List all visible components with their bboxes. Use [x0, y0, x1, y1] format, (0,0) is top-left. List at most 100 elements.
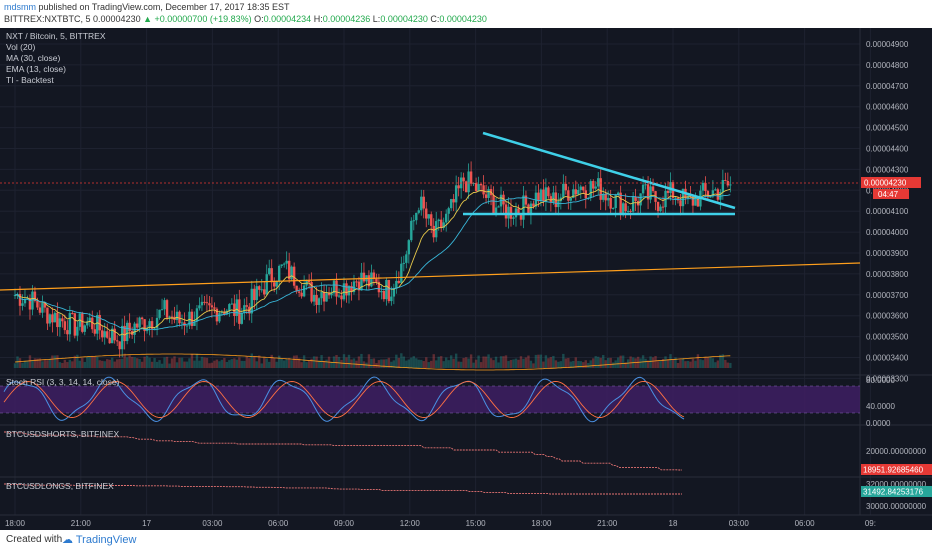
candle-body: [120, 325, 124, 350]
volume-bar: [589, 360, 592, 368]
volume-bar: [654, 356, 657, 368]
time-tick: 18:00: [531, 519, 552, 528]
symbol-label: BITTREX:NXTBTC, 5: [4, 14, 91, 24]
candle-body: [200, 301, 204, 306]
volume-bar: [684, 361, 687, 368]
volume-bar: [248, 358, 251, 368]
stoch-tick-80: 80.0000: [866, 376, 895, 385]
candle-body: [300, 292, 303, 297]
volume-bar: [76, 354, 79, 368]
time-tick: 06:00: [268, 519, 289, 528]
volume-bar: [98, 360, 101, 368]
candle-body: [66, 330, 69, 335]
publish-line: mdsmm published on TradingView.com, Dece…: [4, 2, 290, 12]
candle-body: [415, 212, 418, 221]
price-tick: 0.00003400: [866, 354, 909, 363]
volume-bar: [696, 354, 700, 368]
chart-header: mdsmm published on TradingView.com, Dece…: [0, 0, 932, 28]
volume-bar: [370, 358, 373, 368]
volume-bar: [53, 355, 57, 368]
volume-bar: [322, 360, 326, 368]
rising-support-line[interactable]: [0, 262, 861, 291]
volume-bar: [467, 358, 470, 368]
volume-bar: [275, 361, 278, 368]
candle-body: [395, 280, 398, 289]
candle-body: [163, 300, 166, 310]
volume-bar: [200, 356, 204, 368]
candle-body: [532, 203, 535, 207]
volume-bar: [634, 358, 637, 368]
time-axis[interactable]: 18:00 21:00 17 03:00 06:00 09:00 12:00 15:00 18:…: [5, 519, 876, 528]
candle-body: [317, 298, 321, 305]
volume-bar: [148, 357, 151, 368]
volume-bar: [317, 360, 321, 368]
volume-bar: [218, 361, 221, 368]
volume-bar: [125, 357, 129, 368]
candle-body: [185, 325, 189, 327]
price-axis[interactable]: 0.00004900 0.00004800 0.00004700 0.00004600…: [866, 40, 909, 383]
volume-bar: [155, 361, 159, 368]
volume-bar: [352, 358, 356, 368]
volume-bar: [270, 354, 273, 368]
volume-bar: [415, 358, 418, 368]
chart-svg[interactable]: 0.00004900 0.00004800 0.00004700 0.00004600…: [0, 28, 932, 530]
volume-bar: [215, 359, 219, 368]
candle-body: [380, 291, 383, 293]
volume-bar: [13, 363, 17, 368]
chart-canvas[interactable]: 0.00004900 0.00004800 0.00004700 0.00004600…: [0, 28, 932, 530]
descending-trendline[interactable]: [482, 131, 736, 210]
tradingview-logo[interactable]: ☁ TradingView: [62, 533, 136, 546]
volume-bar: [285, 359, 288, 368]
footer: Created with ☁ TradingView: [0, 530, 932, 550]
volume-bar: [86, 356, 89, 368]
candle-body: [564, 183, 568, 191]
candle-body: [213, 307, 216, 309]
author-name[interactable]: mdsmm: [4, 2, 36, 12]
volume-bar: [514, 358, 518, 368]
volume-bar: [208, 363, 211, 368]
countdown-badge: [873, 189, 909, 199]
candle-body: [704, 182, 707, 192]
candle-body: [38, 307, 42, 313]
candle-body: [609, 197, 612, 209]
candle-body: [626, 210, 630, 212]
volume-bar: [611, 362, 615, 368]
volume-bar: [639, 358, 642, 368]
drawings[interactable]: [0, 131, 861, 291]
candle-body: [512, 217, 515, 219]
volume-bar: [502, 356, 505, 368]
candle-body: [56, 312, 59, 328]
stoch-tick-40: 40.0000: [866, 402, 895, 411]
volume-bar: [407, 359, 411, 368]
volume-bar: [61, 362, 64, 368]
volume-bar: [529, 360, 533, 368]
legend-main-title: NXT / Bitcoin, 5, BITTREX: [6, 31, 106, 41]
candle-body: [644, 184, 647, 186]
time-tick: 03:00: [729, 519, 750, 528]
candle-body: [277, 265, 281, 282]
volume-bar: [103, 361, 106, 368]
candle-body: [462, 177, 465, 182]
candle-body: [619, 192, 622, 215]
candle-body: [91, 317, 94, 330]
volume-bar: [489, 358, 493, 368]
candle-body: [335, 280, 338, 297]
candle-body: [385, 280, 388, 300]
candle-body: [98, 315, 101, 331]
candle-body: [260, 289, 263, 291]
candle-body: [287, 260, 291, 280]
candle-body: [158, 309, 161, 318]
candle-body: [170, 316, 174, 318]
volume-bar: [282, 360, 286, 368]
time-tick: 03:00: [202, 519, 223, 528]
candle-body: [606, 197, 610, 201]
candle-body: [390, 296, 393, 302]
volume-bar: [210, 362, 214, 368]
candle-body: [661, 206, 665, 208]
volume-bar: [220, 359, 224, 368]
candle-body: [592, 181, 595, 189]
candle-body: [337, 295, 341, 297]
volume-bar: [681, 358, 685, 368]
candle-body: [689, 195, 692, 197]
candle-body: [474, 182, 478, 192]
